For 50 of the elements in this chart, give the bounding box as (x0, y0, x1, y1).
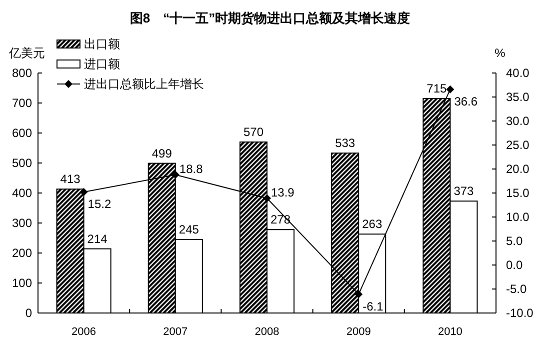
data-label: 533 (335, 136, 356, 150)
y2-tick-label: -5.0 (506, 282, 528, 296)
y-tick-label: 700 (12, 96, 32, 110)
data-label: 13.9 (271, 185, 295, 200)
y2-tick-label: 0.0 (506, 258, 524, 272)
data-label: 36.6 (454, 94, 478, 108)
data-label: 15.2 (88, 197, 112, 212)
legend-label: 出口额 (84, 37, 120, 51)
y2-tick-label: -10.0 (506, 306, 534, 320)
x-tick-label: 2007 (163, 326, 188, 338)
y2-tick-label: 30.0 (506, 114, 530, 128)
y2-tick-label: 10.0 (506, 210, 530, 224)
y-tick-label: 300 (12, 216, 32, 230)
x-tick-label: 2006 (72, 326, 96, 338)
data-label: 373 (454, 184, 474, 198)
data-label: 263 (362, 217, 382, 232)
y2-axis-title: % (494, 46, 506, 60)
y-tick-label: 400 (12, 186, 32, 200)
y-tick-label: 800 (12, 66, 32, 80)
y2-tick-label: 15.0 (506, 186, 530, 200)
y-tick-label: 500 (12, 156, 32, 170)
y-axis-title: 亿美元 (8, 46, 45, 60)
y-tick-label: 200 (12, 246, 32, 260)
data-label: 715 (426, 82, 448, 96)
legend-label: 进口额 (84, 57, 120, 71)
y2-tick-label: 25.0 (506, 138, 530, 152)
y2-tick-label: 35.0 (506, 90, 530, 104)
data-label: 499 (152, 146, 172, 160)
y2-tick-label: 40.0 (506, 66, 530, 80)
point (446, 85, 454, 94)
y-tick-label: 600 (12, 126, 32, 140)
point (263, 194, 271, 202)
chart-title: 图8 “十一五”时期货物进出口总额及其增长速度 (130, 10, 410, 26)
legend-label: 进出口总额比上年增长 (84, 77, 204, 91)
data-label: 413 (60, 172, 81, 186)
y2-tick-label: 20.0 (506, 162, 530, 176)
data-label: 570 (243, 125, 264, 139)
y-tick-label: 100 (12, 276, 32, 290)
data-label: 18.8 (179, 162, 204, 176)
point (354, 290, 363, 298)
data-label: 214 (87, 232, 108, 246)
point (171, 170, 180, 179)
y-tick-label: 0 (25, 306, 32, 320)
point (80, 188, 88, 196)
x-tick-label: 2009 (346, 326, 371, 338)
x-tick-label: 2008 (254, 326, 280, 338)
y2-tick-label: 5.0 (506, 234, 524, 248)
data-label: -6.1 (362, 299, 384, 314)
data-label: 245 (178, 222, 200, 236)
x-tick-label: 2010 (438, 326, 462, 338)
